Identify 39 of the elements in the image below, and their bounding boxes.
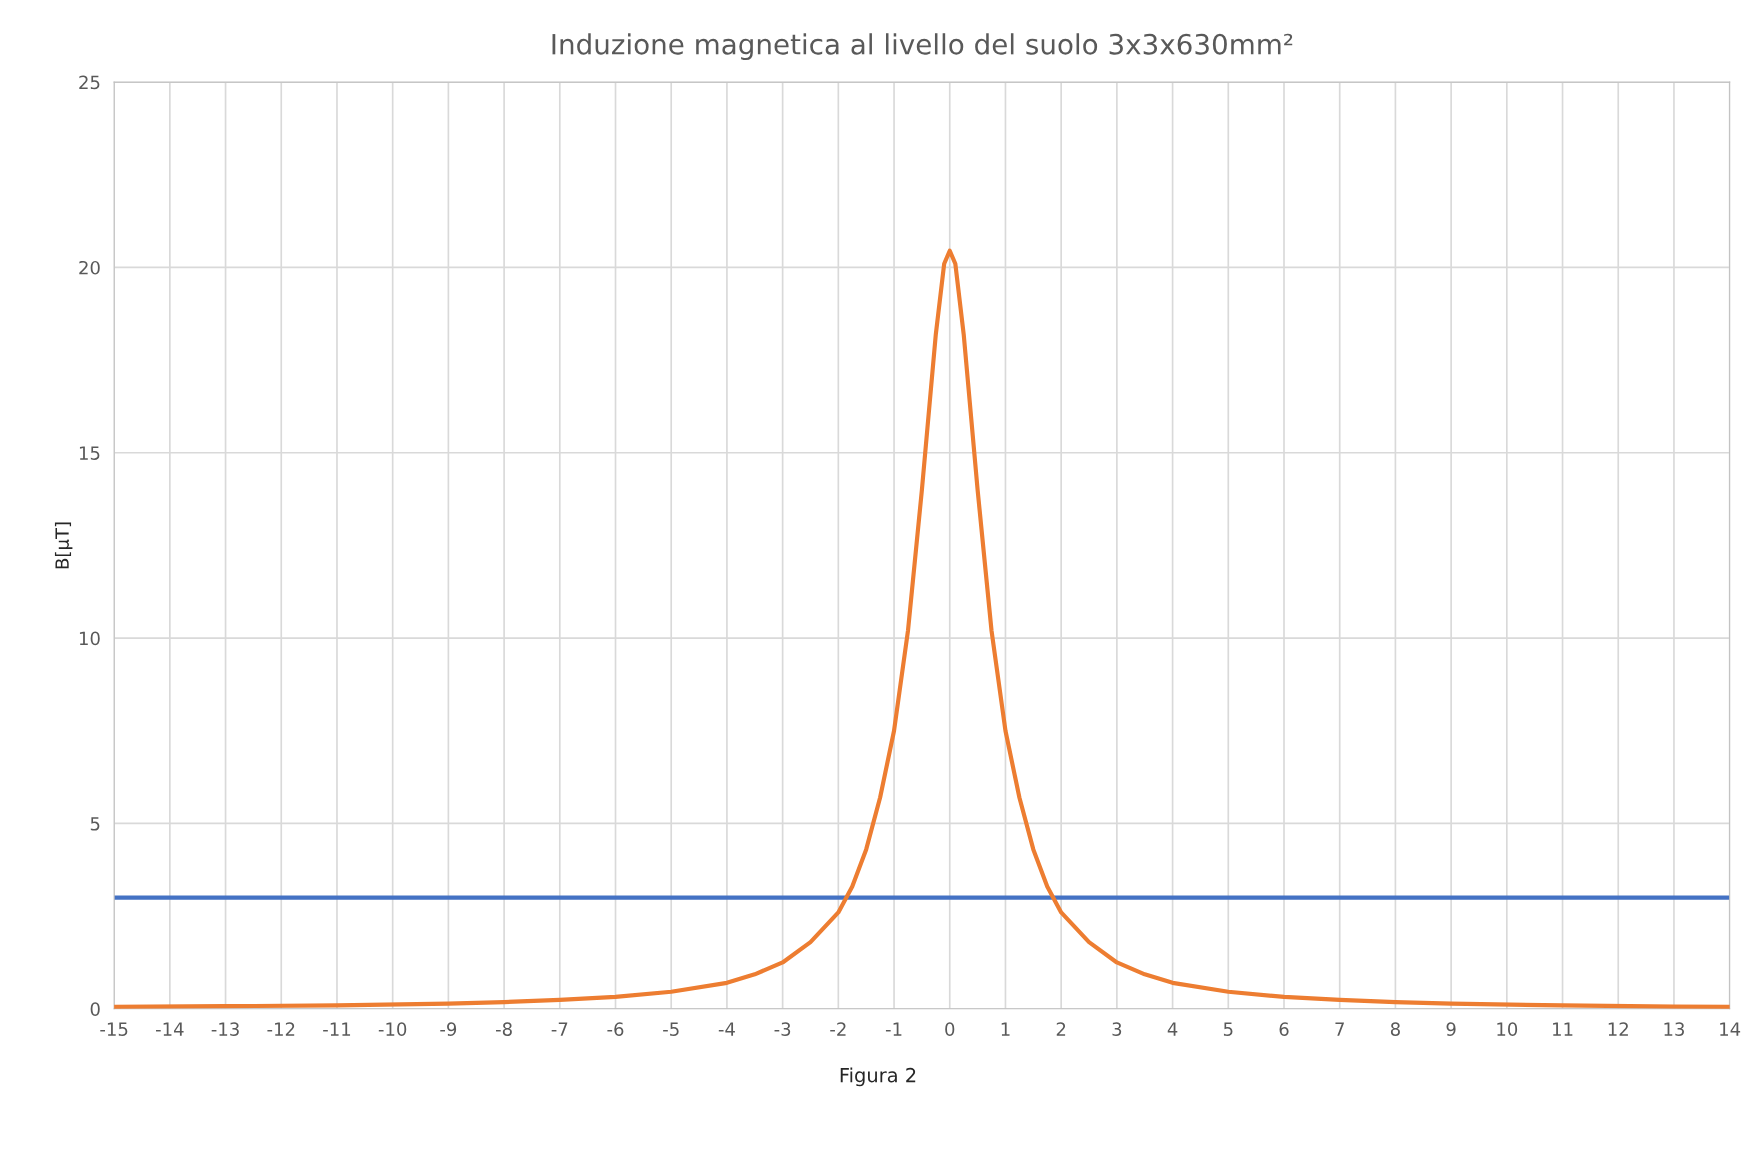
y-tick-label: 10 [79, 631, 100, 646]
y-tick-label: 15 [79, 446, 100, 460]
x-tick-label: -5 [663, 1022, 679, 1036]
x-tick-label: 2 [1056, 1022, 1066, 1036]
x-tick-label: -3 [774, 1022, 791, 1036]
x-tick-label: 1 [1001, 1022, 1010, 1036]
x-tick-label: 13 [1664, 1022, 1684, 1036]
x-tick-label: 11 [1553, 1022, 1573, 1036]
x-tick-label: -13 [211, 1022, 239, 1036]
x-tick-label: 3 [1112, 1022, 1122, 1036]
x-tick-label: -6 [607, 1022, 624, 1036]
x-tick-label: -1 [885, 1022, 902, 1036]
x-tick-label: 7 [1335, 1022, 1344, 1036]
x-tick-label: -2 [830, 1022, 846, 1036]
x-tick-label: -15 [100, 1022, 128, 1036]
y-tick-label: 0 [90, 1002, 100, 1016]
x-tick-label: -9 [440, 1022, 457, 1036]
y-axis-title: B[µT] [54, 522, 73, 569]
x-tick-label: -12 [267, 1022, 295, 1036]
chart-title: Induzione magnetica al livello del suolo 3x3x630mm² [552, 33, 1293, 61]
x-tick-label: -7 [551, 1022, 568, 1036]
x-tick-label: -4 [718, 1022, 735, 1036]
x-tick-label: 6 [1279, 1022, 1289, 1036]
x-tick-label: -10 [378, 1022, 407, 1036]
x-tick-label: 4 [1167, 1022, 1178, 1036]
x-tick-label: 12 [1608, 1022, 1628, 1036]
y-tick-label: 5 [90, 817, 100, 831]
y-tick-label: 25 [79, 75, 100, 90]
x-tick-label: 14 [1720, 1022, 1741, 1036]
text: Figura 2 [840, 1067, 916, 1087]
x-tick-label: 0 [945, 1022, 955, 1036]
x-tick-label: -8 [495, 1022, 512, 1036]
x-tick-label: -14 [155, 1022, 184, 1036]
y-tick-label: 20 [79, 260, 100, 275]
x-tick-label: 8 [1390, 1022, 1400, 1036]
x-tick-label: 5 [1223, 1022, 1233, 1036]
x-tick-label: 10 [1497, 1022, 1518, 1036]
x-tick-label: -11 [323, 1022, 351, 1036]
x-tick-label: 9 [1446, 1022, 1456, 1036]
